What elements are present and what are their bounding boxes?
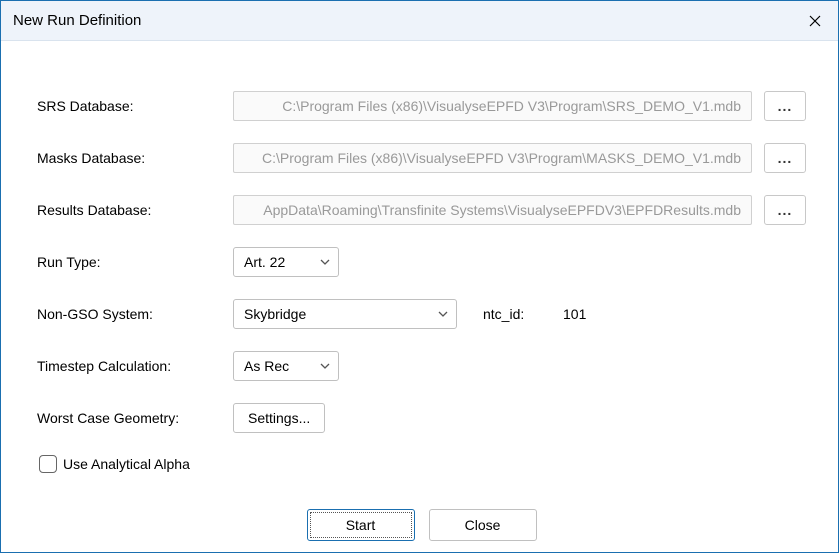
row-wcg: Worst Case Geometry: Settings...: [37, 403, 806, 433]
label-masks-db: Masks Database:: [37, 150, 233, 166]
input-srs-db[interactable]: C:\Program Files (x86)\VisualyseEPFD V3\…: [233, 91, 752, 121]
row-run-type: Run Type: Art. 22: [37, 247, 806, 277]
row-non-gso: Non-GSO System: Skybridge ntc_id: 101: [37, 299, 806, 329]
window-title: New Run Definition: [13, 12, 141, 29]
close-icon[interactable]: [792, 1, 838, 41]
label-results-db: Results Database:: [37, 202, 233, 218]
settings-button[interactable]: Settings...: [233, 403, 325, 433]
row-masks-db: Masks Database: C:\Program Files (x86)\V…: [37, 143, 806, 173]
select-run-type[interactable]: Art. 22: [233, 247, 339, 277]
titlebar: New Run Definition: [1, 1, 838, 41]
browse-srs-button[interactable]: ...: [764, 91, 806, 121]
content-area: SRS Database: C:\Program Files (x86)\Vis…: [1, 41, 838, 557]
label-ntc-id: ntc_id:: [483, 306, 563, 322]
value-ntc-id: 101: [563, 306, 586, 322]
row-use-alpha: Use Analytical Alpha: [39, 455, 806, 473]
browse-masks-button[interactable]: ...: [764, 143, 806, 173]
row-srs-db: SRS Database: C:\Program Files (x86)\Vis…: [37, 91, 806, 121]
label-wcg: Worst Case Geometry:: [37, 410, 233, 426]
action-row: Start Close: [37, 509, 806, 541]
input-results-db[interactable]: AppData\Roaming\Transfinite Systems\Visu…: [233, 195, 752, 225]
start-button[interactable]: Start: [307, 509, 415, 541]
label-srs-db: SRS Database:: [37, 98, 233, 114]
select-timestep-value: As Rec: [244, 358, 289, 374]
select-non-gso[interactable]: Skybridge: [233, 299, 457, 329]
close-button[interactable]: Close: [429, 509, 537, 541]
select-non-gso-value: Skybridge: [244, 306, 306, 322]
checkbox-use-alpha[interactable]: [39, 455, 57, 473]
row-results-db: Results Database: AppData\Roaming\Transf…: [37, 195, 806, 225]
select-timestep[interactable]: As Rec: [233, 351, 339, 381]
dialog-window: New Run Definition SRS Database: C:\Prog…: [0, 0, 839, 553]
label-timestep: Timestep Calculation:: [37, 358, 233, 374]
chevron-down-icon: [320, 257, 330, 267]
label-run-type: Run Type:: [37, 254, 233, 270]
input-masks-db[interactable]: C:\Program Files (x86)\VisualyseEPFD V3\…: [233, 143, 752, 173]
browse-results-button[interactable]: ...: [764, 195, 806, 225]
row-timestep: Timestep Calculation: As Rec: [37, 351, 806, 381]
label-non-gso: Non-GSO System:: [37, 306, 233, 322]
chevron-down-icon: [320, 361, 330, 371]
label-use-alpha: Use Analytical Alpha: [63, 456, 190, 472]
select-run-type-value: Art. 22: [244, 254, 285, 270]
chevron-down-icon: [438, 309, 448, 319]
